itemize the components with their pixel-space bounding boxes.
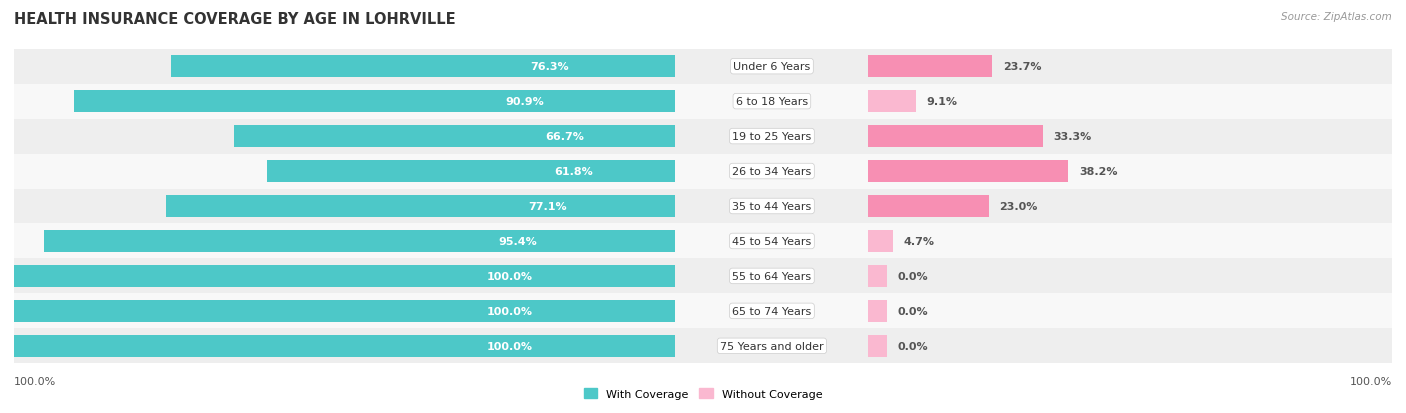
Text: 19 to 25 Years: 19 to 25 Years [733, 132, 811, 142]
Bar [869, 50, 1392, 84]
Bar [14, 154, 675, 189]
Text: 90.9%: 90.9% [506, 97, 544, 107]
Bar [675, 329, 869, 363]
Bar [14, 84, 675, 119]
Text: 23.7%: 23.7% [1002, 62, 1042, 72]
Bar [869, 56, 993, 78]
Bar [14, 50, 675, 84]
Bar [675, 224, 869, 259]
Text: 95.4%: 95.4% [498, 236, 537, 247]
Text: 61.8%: 61.8% [554, 166, 593, 177]
Text: 33.3%: 33.3% [1053, 132, 1091, 142]
Text: 100.0%: 100.0% [486, 341, 533, 351]
Text: 77.1%: 77.1% [529, 202, 567, 211]
Bar [869, 196, 988, 217]
Text: 9.1%: 9.1% [927, 97, 957, 107]
Text: 65 to 74 Years: 65 to 74 Years [733, 306, 811, 316]
Bar [869, 224, 1392, 259]
Text: 100.0%: 100.0% [14, 376, 56, 386]
Text: 26 to 34 Years: 26 to 34 Years [733, 166, 811, 177]
Text: 4.7%: 4.7% [904, 236, 935, 247]
Text: 66.7%: 66.7% [546, 132, 585, 142]
Text: 0.0%: 0.0% [897, 341, 928, 351]
Text: 38.2%: 38.2% [1078, 166, 1118, 177]
Bar [869, 119, 1392, 154]
Text: 76.3%: 76.3% [530, 62, 568, 72]
Bar [675, 259, 869, 294]
Text: 23.0%: 23.0% [1000, 202, 1038, 211]
Bar [166, 196, 675, 217]
Bar [14, 335, 675, 357]
Bar [869, 259, 1392, 294]
Text: 100.0%: 100.0% [1350, 376, 1392, 386]
Bar [235, 126, 675, 147]
Bar [75, 91, 675, 113]
Bar [869, 230, 893, 252]
Text: Source: ZipAtlas.com: Source: ZipAtlas.com [1281, 12, 1392, 22]
Bar [869, 294, 1392, 329]
Bar [14, 329, 675, 363]
Bar [869, 161, 1069, 183]
Bar [869, 126, 1043, 147]
Bar [869, 329, 1392, 363]
Bar [869, 154, 1392, 189]
Bar [869, 196, 988, 217]
Bar [869, 91, 915, 113]
Text: 45 to 54 Years: 45 to 54 Years [733, 236, 811, 247]
Bar [869, 230, 893, 252]
Text: Under 6 Years: Under 6 Years [734, 62, 810, 72]
Text: 35 to 44 Years: 35 to 44 Years [733, 202, 811, 211]
Bar [14, 119, 675, 154]
Bar [170, 56, 675, 78]
Bar [675, 50, 869, 84]
Bar [45, 230, 675, 252]
Text: 6 to 18 Years: 6 to 18 Years [735, 97, 808, 107]
Bar [14, 266, 675, 287]
Bar [675, 119, 869, 154]
Bar [14, 189, 675, 224]
Bar [14, 294, 675, 329]
Bar [675, 189, 869, 224]
Bar [869, 335, 887, 357]
Bar [14, 300, 675, 322]
Bar [869, 56, 993, 78]
Bar [869, 91, 915, 113]
Bar [869, 126, 1043, 147]
Text: 100.0%: 100.0% [486, 271, 533, 281]
Bar [869, 266, 887, 287]
Legend: With Coverage, Without Coverage: With Coverage, Without Coverage [579, 384, 827, 404]
Bar [869, 189, 1392, 224]
Bar [14, 259, 675, 294]
Text: 0.0%: 0.0% [897, 306, 928, 316]
Bar [869, 161, 1069, 183]
Text: 100.0%: 100.0% [486, 306, 533, 316]
Bar [675, 84, 869, 119]
Bar [14, 224, 675, 259]
Text: 75 Years and older: 75 Years and older [720, 341, 824, 351]
Text: HEALTH INSURANCE COVERAGE BY AGE IN LOHRVILLE: HEALTH INSURANCE COVERAGE BY AGE IN LOHR… [14, 12, 456, 27]
Text: 55 to 64 Years: 55 to 64 Years [733, 271, 811, 281]
Bar [869, 84, 1392, 119]
Bar [267, 161, 675, 183]
Bar [869, 300, 887, 322]
Bar [675, 294, 869, 329]
Text: 0.0%: 0.0% [897, 271, 928, 281]
Bar [675, 154, 869, 189]
